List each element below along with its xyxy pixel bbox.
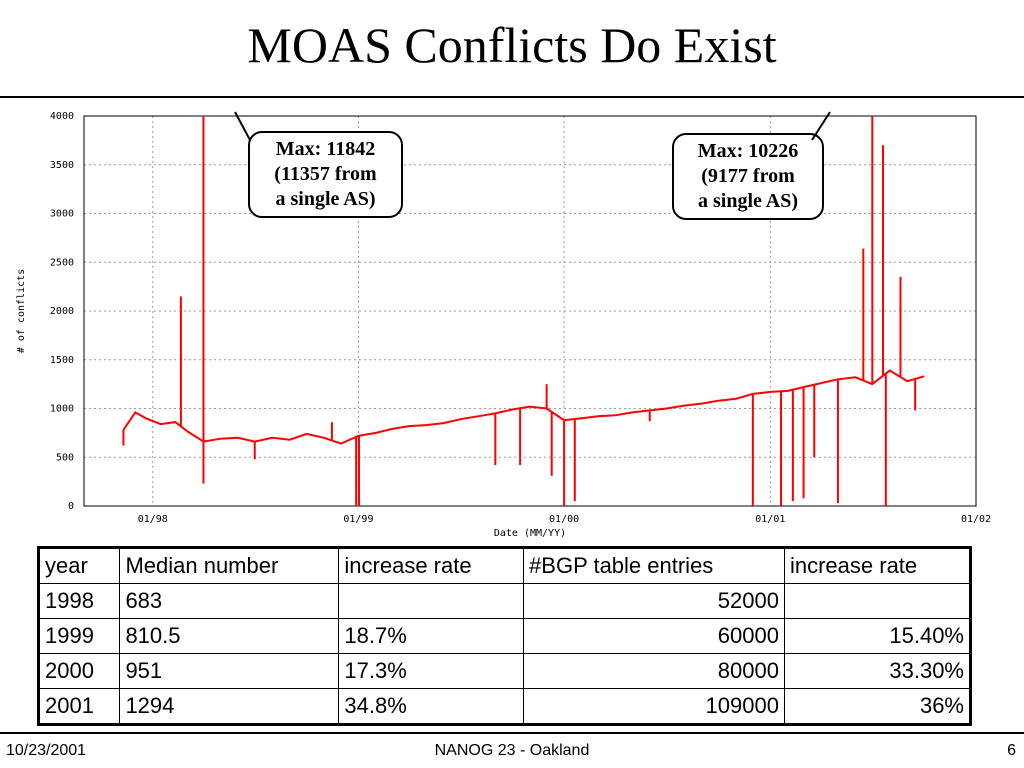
annotation-line: Max: 11842 (275, 138, 376, 160)
table-cell: 683 (119, 583, 340, 619)
table-cell: 17.3% (338, 653, 525, 689)
y-tick-label: 2000 (50, 306, 74, 317)
plot-frame (83, 115, 977, 507)
table-cell: 109000 (523, 688, 785, 725)
table-cell: 1999 (37, 618, 121, 654)
x-tick-label: 01/99 (343, 514, 373, 525)
y-tick-label: 4000 (50, 111, 74, 122)
title-rule (0, 96, 1024, 98)
table-cell: 15.40% (783, 618, 972, 654)
max-annotation-2001: Max: 10226 (9177 from a single AS) (672, 133, 824, 220)
annotation-line: (11357 from (274, 163, 377, 185)
conflicts-series-line (122, 369, 925, 445)
header-cell: year (37, 547, 121, 584)
y-tick-label: 3500 (50, 160, 74, 171)
table-cell: 18.7% (338, 618, 525, 654)
table-row: 1999 810.5 18.7% 60000 15.40% (37, 618, 972, 654)
statistics-table: year Median number increase rate #BGP ta… (37, 546, 972, 726)
table-cell: 1294 (119, 688, 340, 725)
table-cell (783, 583, 972, 619)
table-cell: 52000 (523, 583, 785, 619)
y-axis-label: # of conflicts (16, 269, 27, 353)
table-cell: 810.5 (119, 618, 340, 654)
table-row: 2000 951 17.3% 80000 33.30% (37, 653, 972, 689)
annotation-line: a single AS) (275, 188, 376, 210)
annotation-line: a single AS) (697, 190, 799, 212)
table-cell: 951 (119, 653, 340, 689)
table-row: 1998 683 52000 (37, 583, 972, 619)
slide-title: MOAS Conflicts Do Exist (247, 17, 777, 73)
x-tick-label: 01/01 (755, 514, 785, 525)
table-cell: 34.8% (338, 688, 525, 725)
x-tick-label: 01/98 (138, 514, 168, 525)
header-cell: increase rate (338, 547, 525, 584)
slide-number: 6 (1007, 742, 1016, 759)
x-tick-label: 01/00 (549, 514, 579, 525)
annotation-line: (9177 from (701, 165, 795, 187)
moas-conflicts-chart: 0 500 1000 1500 2000 2500 3000 3500 4000 01/98 01/… (16, 111, 991, 539)
footer-event: NANOG 23 - Oakland (434, 742, 590, 759)
table-cell: 2000 (37, 653, 121, 689)
table-row: 2001 1294 34.8% 109000 36% (37, 688, 972, 725)
header-cell: increase rate (783, 547, 972, 584)
y-tick-label: 1000 (50, 404, 74, 415)
table-cell: 1998 (37, 583, 121, 619)
table-cell (338, 583, 525, 619)
footer-date: 10/23/2001 (6, 742, 87, 759)
y-tick-label: 1500 (50, 355, 74, 366)
x-axis-label: Date (MM/YY) (494, 528, 566, 539)
table-header-row: year Median number increase rate #BGP ta… (37, 547, 972, 584)
table-cell: 60000 (523, 618, 785, 654)
y-tick-label: 500 (56, 452, 74, 463)
table-cell: 36% (783, 688, 972, 725)
y-tick-label: 3000 (50, 209, 74, 220)
x-tick-label: 01/02 (961, 514, 991, 525)
table-cell: 80000 (523, 653, 785, 689)
header-cell: Median number (119, 547, 340, 584)
footer-rule (0, 732, 1024, 734)
table-cell: 33.30% (783, 653, 972, 689)
y-tick-label: 2500 (50, 257, 74, 268)
header-cell: #BGP table entries (523, 547, 785, 584)
y-tick-label: 0 (68, 501, 74, 512)
annotation-line: Max: 10226 (697, 140, 799, 162)
max-annotation-1998: Max: 11842 (11357 from a single AS) (248, 131, 403, 218)
table-cell: 2001 (37, 688, 121, 725)
